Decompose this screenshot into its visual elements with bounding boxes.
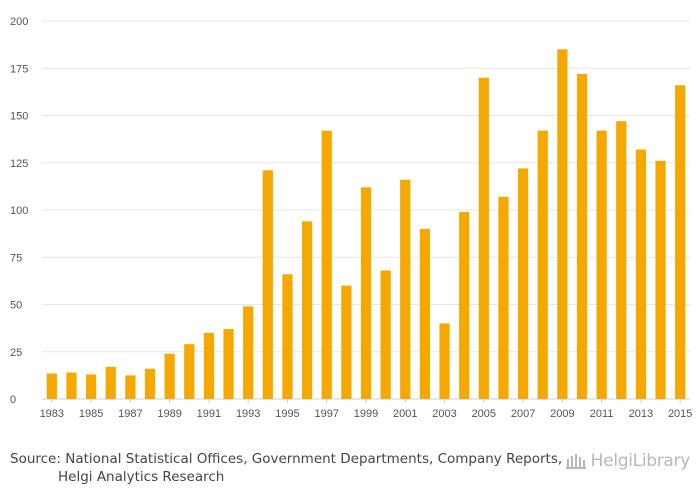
x-tick-label: 1983 [40, 408, 64, 420]
x-tick-label: 2015 [668, 408, 692, 420]
bar-2001[interactable] [400, 179, 411, 399]
bar-1983[interactable] [46, 373, 57, 399]
x-tick-label: 1999 [354, 408, 378, 420]
bar-2012[interactable] [616, 121, 627, 400]
library-building-icon [565, 454, 586, 469]
chart-footer: Source: National Statistical Offices, Go… [0, 440, 700, 500]
y-tick-label: 100 [10, 205, 28, 217]
x-tick-label: 2013 [629, 408, 653, 420]
source-label: Source: [10, 451, 61, 467]
bar-1988[interactable] [144, 368, 156, 399]
bar-2003[interactable] [439, 323, 450, 399]
bars [46, 49, 686, 400]
bar-2013[interactable] [635, 149, 647, 399]
x-tick-label: 1991 [197, 408, 221, 420]
bar-1999[interactable] [360, 187, 372, 399]
y-tick-label: 175 [10, 63, 28, 75]
y-axis-ticks: 0 25 50 75 100 125 150 175 200 [10, 16, 28, 406]
x-tick-label: 1985 [79, 408, 103, 420]
bar-1989[interactable] [164, 353, 175, 399]
bar-1991[interactable] [203, 332, 215, 399]
bar-1994[interactable] [262, 170, 273, 399]
bar-2010[interactable] [576, 73, 588, 400]
x-tick-label: 2003 [432, 408, 456, 420]
bar-2006[interactable] [498, 196, 509, 399]
source-line-1: National Statistical Offices, Government… [65, 451, 563, 467]
bar-1995[interactable] [282, 274, 293, 399]
y-tick-label: 25 [10, 347, 22, 359]
bar-2011[interactable] [596, 130, 607, 399]
y-tick-label: 50 [10, 300, 22, 312]
bar-2005[interactable] [478, 77, 489, 399]
bar-2004[interactable] [459, 211, 470, 399]
bar-2002[interactable] [419, 228, 431, 399]
x-axis-ticks: 1983 1985 1987 1989 1991 1993 1995 1997 1999 2001… [40, 399, 692, 420]
bar-1986[interactable] [105, 366, 116, 399]
bar-2015[interactable] [675, 85, 686, 399]
y-tick-label: 75 [10, 252, 22, 264]
bar-1990[interactable] [184, 344, 195, 399]
source-line-2: Helgi Analytics Research [58, 469, 225, 485]
x-tick-label: 1995 [275, 408, 299, 420]
logo-text: HelgiLibrary [590, 451, 691, 471]
bar-2014[interactable] [655, 160, 666, 399]
bar-2009[interactable] [557, 49, 568, 399]
x-tick-label: 1987 [118, 408, 142, 420]
bar-1996[interactable] [301, 221, 313, 399]
bar-2007[interactable] [517, 168, 529, 399]
x-tick-label: 2005 [472, 408, 496, 420]
bar-1993[interactable] [243, 306, 254, 399]
bar-1992[interactable] [223, 329, 234, 399]
x-tick-label: 2009 [550, 408, 574, 420]
x-tick-label: 1989 [157, 408, 181, 420]
x-tick-label: 2007 [511, 408, 535, 420]
y-tick-label: 200 [10, 16, 28, 28]
bar-2000[interactable] [380, 270, 391, 399]
y-tick-label: 150 [10, 111, 28, 123]
x-tick-label: 2001 [393, 408, 417, 420]
bar-1984[interactable] [66, 372, 77, 399]
x-tick-label: 1997 [314, 408, 338, 420]
bar-1998[interactable] [341, 285, 352, 399]
source-note: Source: National Statistical Offices, Go… [10, 450, 570, 486]
x-tick-label: 2011 [590, 408, 614, 420]
y-tick-label: 0 [10, 394, 16, 406]
bar-1985[interactable] [85, 374, 97, 399]
helgi-library-logo[interactable]: HelgiLibrary [565, 450, 690, 472]
bar-1997[interactable] [321, 130, 332, 399]
bar-2008[interactable] [537, 130, 548, 399]
bar-chart: 0 25 50 75 100 125 150 175 200 1983 1985 1987 1989 1… [10, 16, 692, 420]
x-tick-label: 1993 [236, 408, 260, 420]
y-tick-label: 125 [10, 158, 28, 170]
bar-1987[interactable] [125, 375, 136, 400]
